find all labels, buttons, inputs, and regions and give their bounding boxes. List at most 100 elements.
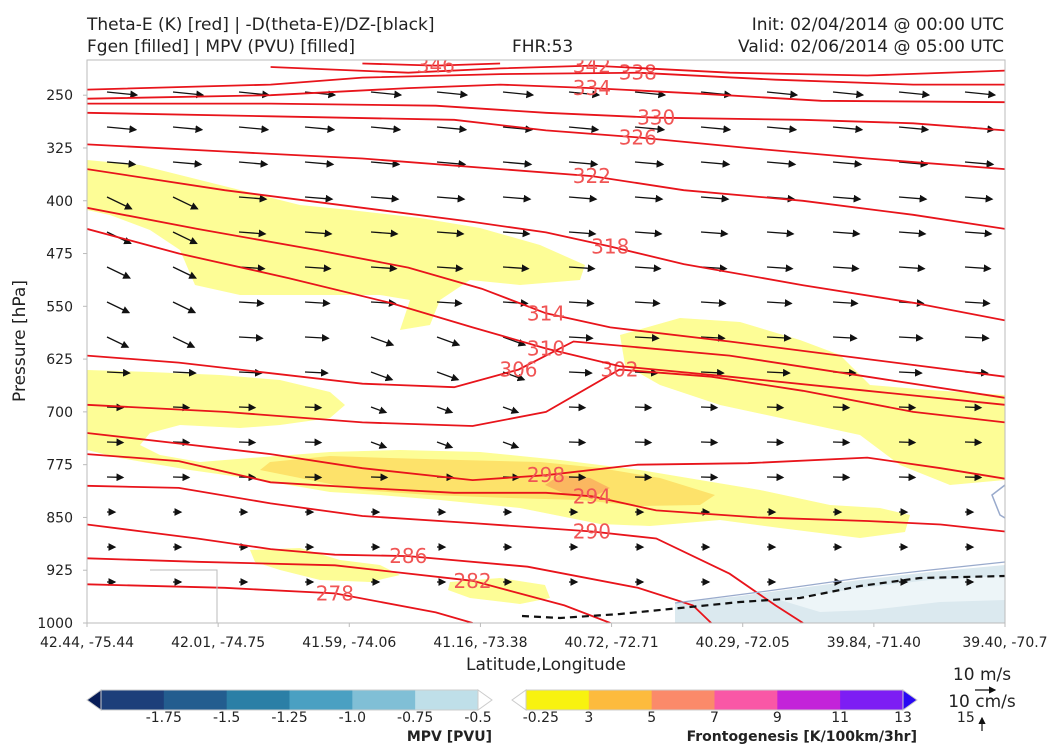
- fgen-area-upper-left: [87, 160, 585, 330]
- wind-arrow: [766, 438, 785, 447]
- x-tick-label: 40.29, -72.05: [696, 635, 790, 651]
- wind-arrow: [436, 336, 461, 347]
- theta-e-contour-label: 306: [499, 358, 537, 382]
- colorbar-tick-label: 11: [831, 710, 849, 726]
- wind-arrow: [634, 159, 665, 168]
- theta-e-contour-label: 318: [591, 234, 629, 258]
- wind-arrow: [766, 264, 794, 273]
- reference-vector-vertical-label: 10 cm/s: [948, 692, 1016, 712]
- colorbar-segment: [226, 690, 290, 710]
- wind-arrow: [700, 194, 730, 203]
- wind-arrow: [304, 194, 334, 203]
- wind-arrow: [238, 229, 267, 238]
- colorbar-tick-label: -1.0: [339, 710, 366, 726]
- theta-e-contour-286: [87, 523, 712, 623]
- colorbar-extend-right: [477, 689, 493, 711]
- wind-arrow: [568, 403, 587, 412]
- wind-arrow: [766, 90, 799, 99]
- colorbar-extend-right: [902, 689, 918, 711]
- theta-e-contour-label: 294: [573, 484, 611, 508]
- wind-arrow: [172, 301, 197, 314]
- x-tick-label: 41.59, -74.06: [302, 635, 396, 651]
- wind-arrow: [436, 125, 468, 133]
- terrain-outline-lower-left: [150, 569, 218, 623]
- wind-arrow: [898, 334, 924, 342]
- wind-arrow: [898, 125, 930, 133]
- colorbar-tick-label: 9: [773, 710, 782, 726]
- theta-e-contour-338: [87, 71, 1005, 91]
- wind-arrow: [370, 229, 399, 238]
- wind-arrow: [766, 125, 798, 133]
- theta-e-contour-label: 342: [573, 54, 611, 78]
- wind-arrow: [304, 438, 323, 447]
- wind-arrow: [568, 90, 601, 99]
- wind-arrow: [370, 406, 388, 414]
- wind-arrow: [502, 125, 534, 133]
- colorbar-segment: [352, 690, 416, 710]
- wind-arrow: [370, 194, 400, 203]
- chart-title-line2: Fgen [filled] | MPV (PVU) [filled]: [87, 37, 356, 57]
- theta-e-contour-302: [87, 368, 1005, 427]
- wind-arrow: [304, 159, 335, 168]
- wind-arrow: [436, 299, 463, 307]
- wind-arrow: [370, 159, 401, 168]
- x-tick-label: 42.44, -75.44: [40, 635, 134, 651]
- wind-arrow: [172, 336, 196, 348]
- theta-e-contour-310: [87, 228, 1005, 406]
- mpv-colorbar: -1.75 -1.5 -1.25 -1.0 -0.75 -0.5 -0.25: [86, 689, 559, 726]
- colorbar-frame: [525, 689, 904, 711]
- fgen-area-small-bottom: [448, 578, 550, 604]
- wind-arrow: [898, 438, 917, 447]
- reference-vector-horizontal-label: 10 m/s: [953, 665, 1011, 685]
- wind-arrow: [832, 264, 860, 273]
- wind-arrow: [106, 336, 130, 348]
- forecast-hour: FHR:53: [512, 37, 574, 57]
- wind-arrow: [238, 194, 268, 203]
- wind-arrow: [700, 229, 729, 238]
- wind-arrow: [436, 264, 464, 273]
- wind-arrow: [832, 90, 865, 99]
- coastline-right: [991, 484, 1005, 519]
- wind-arrow: [238, 334, 264, 342]
- theta-e-contour-label: 326: [619, 125, 657, 149]
- theta-e-contour-label: 346: [417, 54, 455, 78]
- wind-arrow: [436, 194, 466, 203]
- wind-arrow: [106, 159, 137, 168]
- y-tick-label: 400: [46, 194, 73, 210]
- colorbar-segment: [777, 690, 841, 710]
- theta-e-contour-label: 310: [527, 337, 565, 361]
- wind-arrow: [370, 441, 388, 449]
- wind-arrow: [304, 403, 323, 412]
- frontogenesis-colorbar-title: Frontogenesis [K/100km/3hr]: [687, 729, 917, 745]
- theta-e-contour-334: [87, 83, 1005, 104]
- theta-e-contour-314: [87, 206, 1005, 378]
- wind-arrow: [106, 125, 138, 133]
- y-axis: 250 325 400 475 550 625 700 775 850 925 1000: [37, 88, 87, 632]
- wind-arrow: [238, 125, 270, 133]
- wind-arrow: [436, 159, 467, 168]
- x-tick-label: 39.40, -70.7: [962, 635, 1047, 651]
- wind-arrow: [766, 334, 792, 342]
- theta-e-contour-342: [270, 64, 1005, 77]
- wind-arrow: [568, 299, 595, 307]
- wind-arrow: [634, 438, 653, 447]
- colorbar-tick-label: -0.5: [464, 710, 491, 726]
- wind-arrow: [370, 125, 402, 133]
- wind-arrow: [304, 264, 332, 273]
- fgen-area-core: [545, 475, 610, 496]
- reference-vectors: 10 m/s 10 cm/s: [948, 665, 1016, 731]
- colorbar-tick-label: 13: [894, 710, 912, 726]
- colorbar-extend-left: [511, 689, 527, 711]
- wind-arrow: [634, 334, 660, 342]
- wind-arrow: [106, 438, 125, 447]
- wind-arrow: [502, 159, 533, 168]
- y-axis-label: Pressure [hPa]: [10, 280, 30, 402]
- theta-e-contour-306: [87, 340, 1005, 399]
- wind-arrow: [700, 159, 731, 168]
- mpv-area-lower-right-light: [780, 576, 1005, 612]
- wind-arrow: [172, 266, 197, 279]
- wind-arrow: [370, 371, 394, 382]
- wind-arrow: [172, 196, 199, 210]
- x-axis: 42.44, -75.44 42.01, -74.75 41.59, -74.06 4…: [40, 623, 1048, 651]
